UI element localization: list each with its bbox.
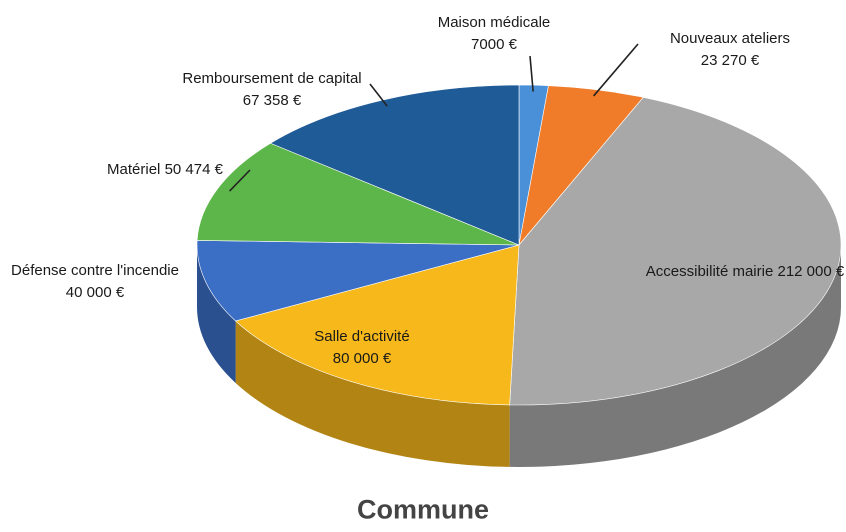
slice-side <box>197 245 236 383</box>
slice-side <box>509 245 842 467</box>
leader-line <box>529 55 534 92</box>
data-label: Accessibilité mairie 212 000 € <box>645 261 845 283</box>
value-label: 67 358 € <box>242 92 302 109</box>
slice-side <box>235 320 510 467</box>
category-label: Salle d'activité <box>314 328 410 345</box>
leader-line <box>369 83 388 107</box>
chart-title: Commune <box>356 494 490 525</box>
slice <box>196 240 520 322</box>
category-label: Nouveaux ateliers <box>669 30 791 47</box>
data-label: Défense contre l'incendie 40 000 € <box>0 260 190 304</box>
category-label: Matériel <box>107 161 161 178</box>
category-label: Accessibilité mairie <box>645 263 774 280</box>
data-label: Salle d'activité 80 000 € <box>292 326 432 370</box>
value-label: 50 474 € <box>164 161 223 178</box>
data-label: Remboursement de capital 67 358 € <box>172 68 372 112</box>
category-label: Remboursement de capital <box>182 70 362 87</box>
data-label: Matériel 50 474 € <box>65 159 265 181</box>
slice <box>196 142 520 246</box>
slice <box>235 244 520 406</box>
value-label: 7000 € <box>471 36 517 53</box>
leader-line <box>229 169 251 192</box>
category-label: Défense contre l'incendie <box>11 262 179 279</box>
data-label: Nouveaux ateliers 23 270 € <box>640 28 820 72</box>
value-label: 40 000 € <box>65 284 125 301</box>
slice <box>509 97 842 406</box>
leader-line <box>593 43 639 97</box>
data-label: Maison médicale 7000 € <box>414 12 574 56</box>
category-label: Maison médicale <box>437 14 551 31</box>
value-label: 80 000 € <box>332 350 392 367</box>
value-label: 212 000 € <box>777 263 845 280</box>
value-label: 23 270 € <box>700 52 760 69</box>
